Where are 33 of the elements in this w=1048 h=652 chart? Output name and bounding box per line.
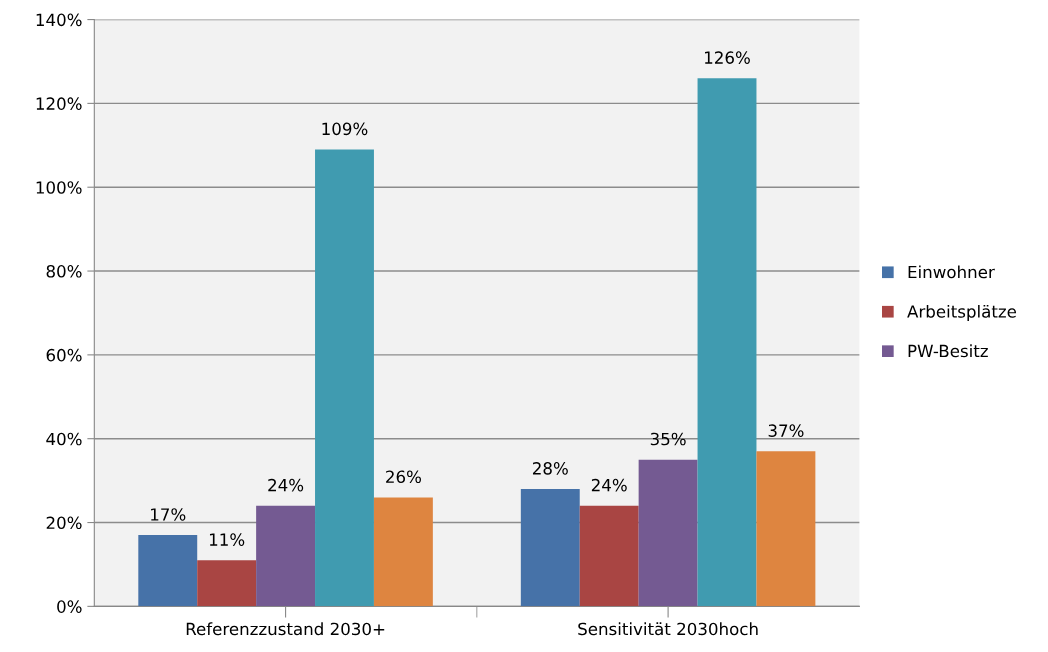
- y-tick-label: 120%: [36, 97, 82, 110]
- bar: [638, 459, 698, 607]
- x-tick-label: Referenzzustand 2030+: [186, 622, 385, 636]
- text: 109%: [322, 122, 368, 136]
- bar: [756, 451, 816, 607]
- bar: [373, 497, 433, 607]
- text: 24%: [268, 478, 304, 492]
- y-tick-label: 140%: [36, 13, 82, 27]
- y-tick-label: 80%: [46, 265, 82, 278]
- y-tick-label: 40%: [46, 432, 82, 446]
- bar: [520, 489, 580, 607]
- bar: [579, 505, 639, 607]
- y-tick-label: 0%: [57, 600, 82, 613]
- bar: [315, 149, 374, 607]
- text: 126%: [705, 51, 750, 64]
- text: 35%: [650, 432, 686, 446]
- y-tick-label: 60%: [46, 348, 82, 362]
- bar: [256, 505, 316, 607]
- y-tick-label: 20%: [46, 516, 82, 530]
- text: 24%: [591, 478, 627, 492]
- y-tick-label: 100%: [36, 181, 82, 194]
- legend-label: PW-Besitz: [908, 344, 988, 358]
- text: 11%: [209, 533, 245, 546]
- x-tick-label: Sensitivität 2030hoch: [578, 622, 758, 636]
- text: 17%: [151, 508, 186, 521]
- text: 28%: [532, 462, 568, 475]
- text: 26%: [386, 470, 421, 484]
- bar: [138, 535, 198, 607]
- bar: [697, 78, 757, 607]
- bar: [197, 560, 257, 607]
- legend-label: Arbeitsplätze: [907, 304, 1017, 322]
- text: 37%: [768, 424, 804, 437]
- legend-label: Einwohner: [908, 265, 995, 279]
